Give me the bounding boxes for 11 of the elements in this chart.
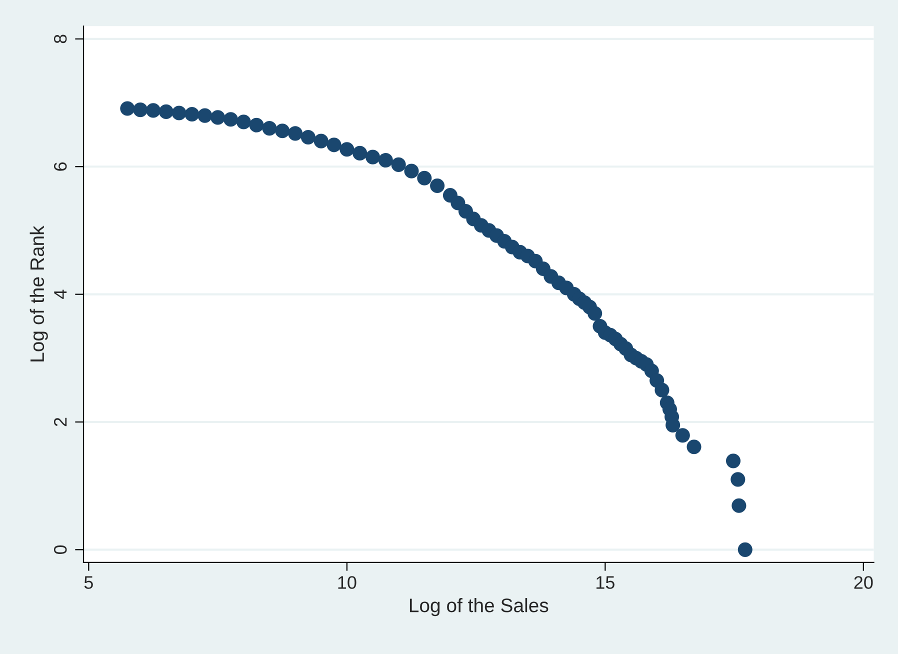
- y-tick-label: 6: [54, 162, 67, 171]
- y-tick-label: 0: [54, 545, 67, 554]
- x-tick-label: 15: [596, 576, 614, 589]
- y-tick-label: 2: [54, 418, 67, 426]
- x-tick-label: 5: [84, 576, 93, 589]
- x-axis-title: Log of the Sales: [410, 598, 548, 616]
- y-axis-title: Log of the Rank: [30, 226, 48, 362]
- x-tick-label: 10: [338, 576, 356, 589]
- x-tick-label: 20: [854, 576, 873, 589]
- y-tick-label: 4: [54, 290, 67, 299]
- y-tick-label: 8: [54, 34, 67, 44]
